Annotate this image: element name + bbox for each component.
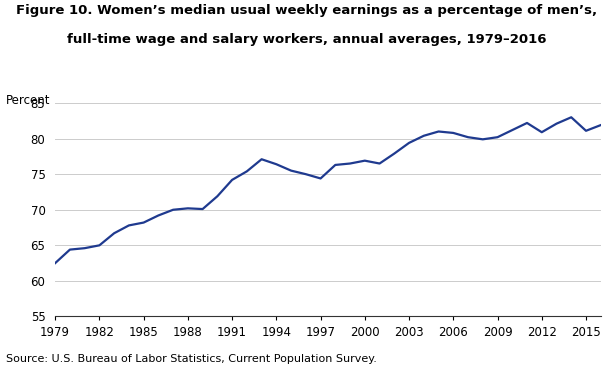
- Text: Percent: Percent: [6, 94, 51, 107]
- Text: full-time wage and salary workers, annual averages, 1979–2016: full-time wage and salary workers, annua…: [67, 33, 546, 46]
- Text: Source: U.S. Bureau of Labor Statistics, Current Population Survey.: Source: U.S. Bureau of Labor Statistics,…: [6, 354, 377, 364]
- Text: Figure 10. Women’s median usual weekly earnings as a percentage of men’s,: Figure 10. Women’s median usual weekly e…: [16, 4, 597, 17]
